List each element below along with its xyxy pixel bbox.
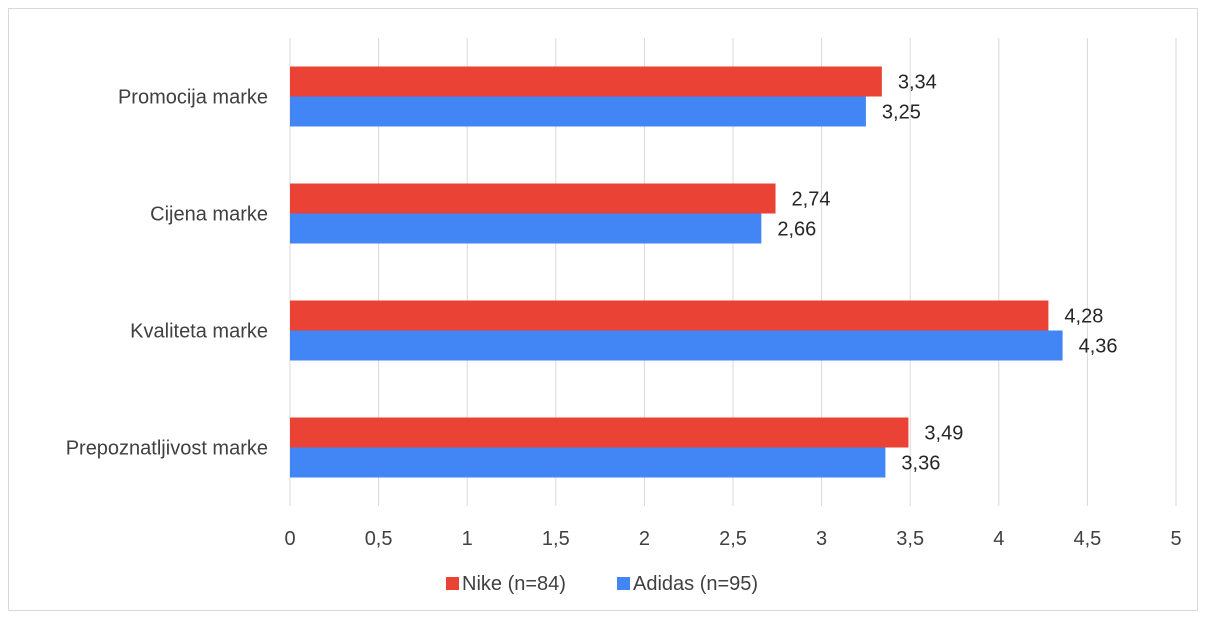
data-label: 2,74 bbox=[792, 189, 831, 211]
category-label: Prepoznatljivost marke bbox=[66, 438, 268, 460]
x-tick-label: 5 bbox=[1170, 528, 1181, 550]
bars bbox=[290, 66, 1063, 478]
bar-nike bbox=[290, 417, 909, 448]
data-label: 3,36 bbox=[901, 453, 940, 475]
category-label: Cijena marke bbox=[150, 204, 268, 226]
x-tick-label: 0,5 bbox=[365, 528, 393, 550]
data-label: 3,34 bbox=[898, 72, 937, 94]
bar-adidas bbox=[290, 213, 762, 244]
legend-label: Nike (n=84) bbox=[462, 573, 566, 595]
x-tick-label: 0 bbox=[284, 528, 295, 550]
bar-nike bbox=[290, 183, 776, 214]
x-tick-label: 4 bbox=[993, 528, 1004, 550]
data-label: 4,36 bbox=[1079, 336, 1118, 358]
data-label: 2,66 bbox=[777, 219, 816, 241]
category-label: Kvaliteta marke bbox=[130, 321, 268, 343]
bar-adidas bbox=[290, 96, 866, 127]
labels: 0 0,5 1 1,5 2 2,5 3 3,5 4 4,5 5 Promocija marke 3,34… bbox=[66, 72, 1182, 551]
x-tick-label: 2,5 bbox=[719, 528, 747, 550]
legend: Nike (n=84) Adidas (n=95) bbox=[446, 573, 758, 595]
x-tick-label: 1,5 bbox=[542, 528, 570, 550]
bar-adidas bbox=[290, 330, 1063, 361]
legend-swatch-nike bbox=[446, 577, 459, 590]
x-tick-label: 4,5 bbox=[1073, 528, 1101, 550]
legend-label: Adidas (n=95) bbox=[633, 573, 758, 595]
bar-adidas bbox=[290, 447, 886, 478]
data-label: 3,25 bbox=[882, 102, 921, 124]
x-tick-label: 2 bbox=[639, 528, 650, 550]
x-tick-label: 3 bbox=[816, 528, 827, 550]
data-label: 3,49 bbox=[924, 423, 963, 445]
legend-swatch-adidas bbox=[617, 577, 630, 590]
data-label: 4,28 bbox=[1064, 306, 1103, 328]
bar-nike bbox=[290, 66, 882, 97]
bar-nike bbox=[290, 300, 1049, 331]
category-label: Promocija marke bbox=[118, 87, 268, 109]
x-tick-label: 3,5 bbox=[896, 528, 924, 550]
x-tick-label: 1 bbox=[462, 528, 473, 550]
